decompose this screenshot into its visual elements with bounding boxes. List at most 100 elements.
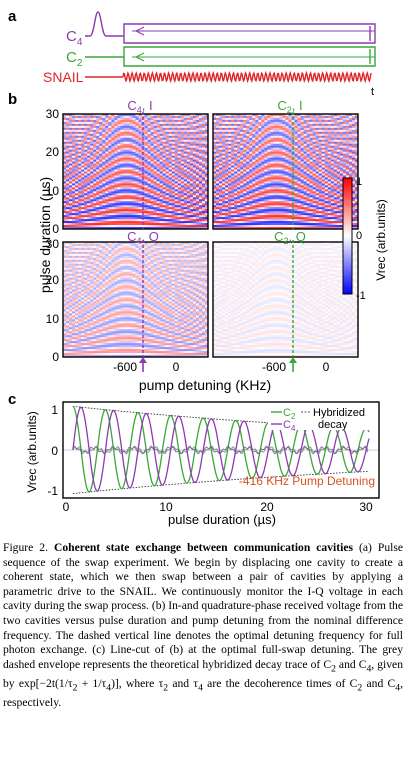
heatmap-cell [180,133,185,137]
heatmap-cell [234,179,238,182]
heatmap-cell [123,173,127,176]
heatmap-cell [81,157,85,160]
heatmap-cell [156,185,161,188]
heatmap-cell [96,177,100,180]
heatmap-cell [249,197,253,200]
heatmap-cell [234,165,238,168]
heatmap-cell [246,163,250,166]
heatmap-cell [198,159,203,162]
heatmap-cell [195,219,200,222]
heatmap-cell [132,217,136,220]
c2-label: C2 [66,49,83,69]
heatmap-cell [225,207,229,210]
heatmap-cell [201,169,206,172]
heatmap-cell [228,161,232,164]
heatmap-cell [93,213,97,216]
heatmap-cell [189,177,194,180]
heatmap-cell [252,177,256,180]
heatmap-cell [225,155,229,159]
heatmap-cell [252,121,256,125]
heatmap-cell [234,227,238,230]
heatmap-cell [231,149,235,153]
heatmap-cell [90,205,94,208]
heatmap-cell [126,219,130,222]
heatmap-cell [216,145,220,149]
heatmap-cell [96,155,100,159]
heatmap-cell [63,215,67,218]
heatmap-cell [270,179,274,182]
heatmap-cell [267,155,271,159]
heatmap-cell [276,143,280,147]
heatmap-cell [138,159,142,162]
heatmap-cell [96,171,100,174]
heatmap-cell [279,149,283,153]
heatmap-cell [219,169,223,172]
heatmap-cell [135,115,139,119]
heatmap-cell [99,114,103,117]
heatmap-cell [93,183,97,186]
heatmap-cell [162,125,167,129]
heatmap-cell [75,179,79,182]
heatmap-cell [87,213,91,216]
heatmap-cell [231,173,235,176]
heatmap-cell [111,121,115,125]
heatmap-cell [204,183,209,186]
heatmap-cell [252,163,256,166]
heatmap-cell [222,131,226,135]
heatmap-cell [69,143,73,147]
heatmap-cell [174,177,179,180]
heatmap-cell [162,211,167,214]
heatmap-cell [231,147,235,151]
heatmap-cell [171,199,176,202]
heatmap-cell [147,201,151,204]
heatmap-cell [255,114,259,117]
heatmap-cell [84,131,88,135]
heatmap-cell [171,177,176,180]
heatmap-cell [201,145,206,149]
heatmap-cell [120,187,124,190]
heatmap-cell [246,193,250,196]
heatmap-cell [156,201,161,204]
heatmap-cell [261,117,265,121]
heatmap-cell [192,199,197,202]
heatmap-cell [243,227,247,230]
heatmap-cell [129,137,133,141]
heatmap-cell [81,121,85,125]
heatmap-cell [96,199,100,202]
heatmap-cell [99,201,103,204]
heatmap-cell [75,211,79,214]
heatmap-cell [72,135,76,139]
heatmap-cell [66,114,70,117]
heatmap-cell [87,149,91,153]
heatmap-cell [186,209,191,212]
heatmap-cell [186,145,191,149]
heatmap-cell [252,173,256,176]
heatmap-cell [216,143,220,147]
heatmap-cell [201,125,206,129]
heatmap-cell [213,215,217,218]
heatmap-cell [258,133,262,137]
heatmap-cell [69,225,73,228]
heatmap-cell [78,181,82,184]
heatmap-cell [240,163,244,166]
heatmap-cell [237,169,241,172]
heatmap-cell [159,153,164,157]
heatmap-cell [213,131,217,135]
heatmap-cell [261,173,265,176]
heatmap-cell [126,123,130,127]
heatmap-cell [108,141,112,145]
heatmap-cell [159,227,164,230]
heatmap-cell [93,145,97,149]
heatmap-cell [279,123,283,127]
heatmap-cell [183,209,188,212]
heatmap-cell [153,149,158,153]
heatmap-cell [195,181,200,184]
heatmap-cell [225,217,229,220]
heatmap-cell [168,159,173,162]
heatmap-cell [171,223,176,226]
heatmap-cell [183,221,188,224]
heatmap-cell [174,125,179,129]
heatmap-cell [66,167,70,170]
heatmap-cell [165,189,170,192]
heatmap-cell [192,161,197,164]
